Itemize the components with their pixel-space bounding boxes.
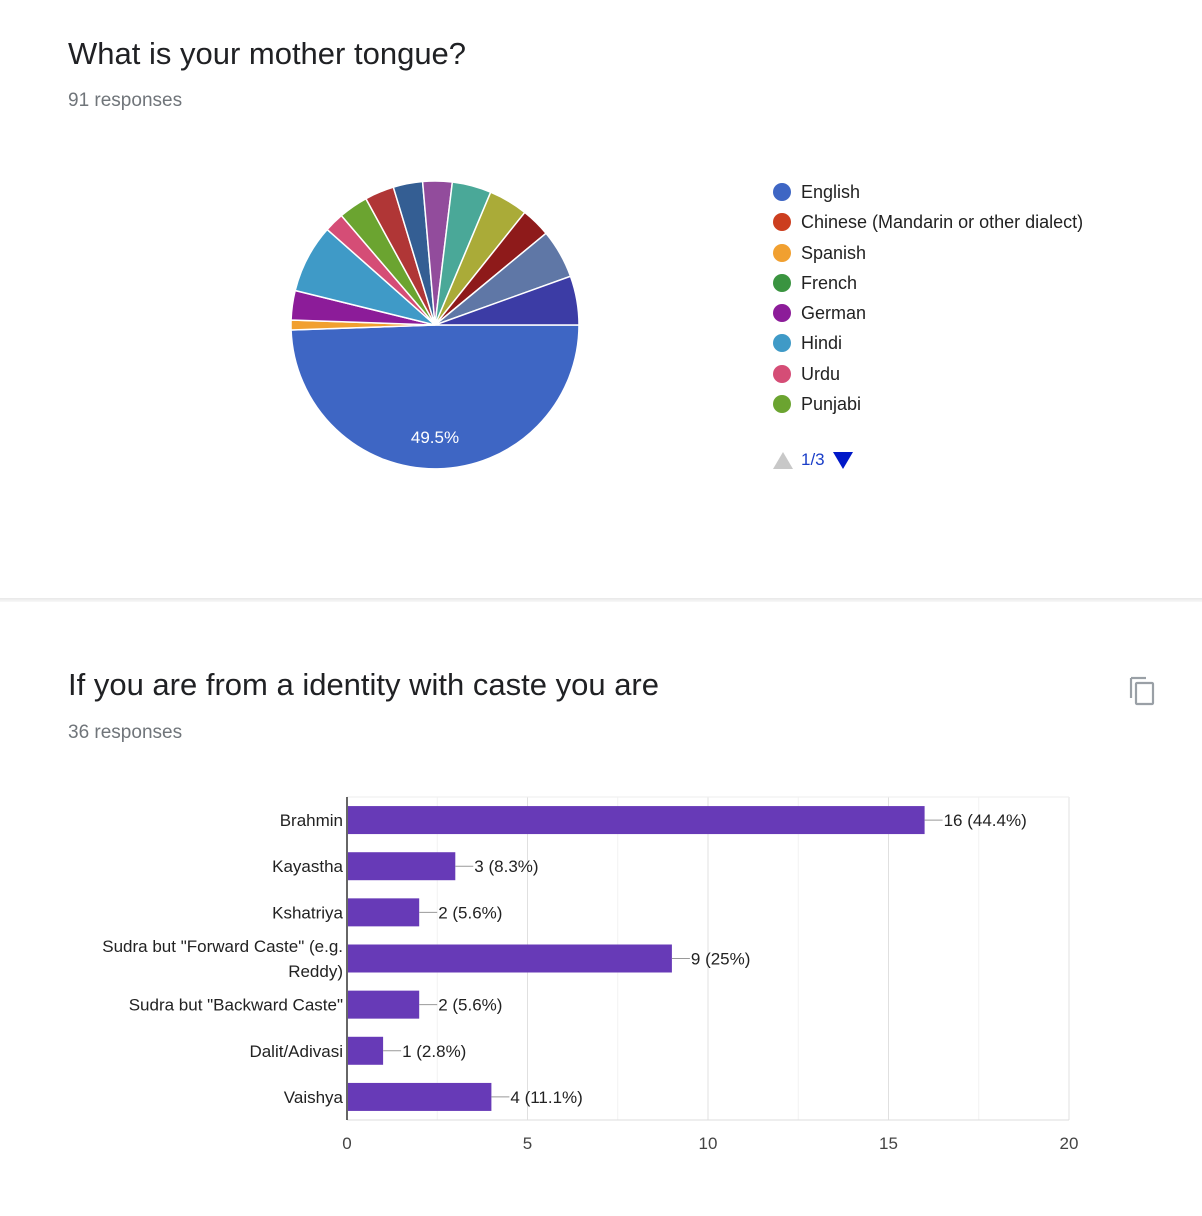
bar-5 [348, 1036, 384, 1065]
legend-item: French [773, 271, 857, 295]
bar-value-label: 16 (44.4%) [944, 811, 1027, 830]
bar-question-title: If you are from a identity with caste yo… [68, 667, 659, 702]
triangle-up-icon[interactable] [773, 451, 793, 469]
legend-swatch [773, 213, 791, 231]
bar-value-label: 1 (2.8%) [402, 1042, 466, 1061]
legend-label: Spanish [801, 242, 867, 263]
bar-3 [348, 944, 672, 973]
legend-item: Hindi [773, 331, 842, 355]
x-tick-label: 0 [342, 1134, 351, 1153]
legend-swatch [773, 365, 791, 383]
legend-label: Urdu [801, 363, 841, 384]
x-tick-label: 10 [699, 1134, 718, 1153]
legend-swatch [773, 244, 791, 262]
legend-pager: 1/3 [773, 450, 853, 470]
category-label: Dalit/Adivasi [249, 1042, 343, 1061]
legend-label: French [801, 272, 858, 293]
category-label: Brahmin [280, 811, 343, 830]
bar-value-label: 2 (5.6%) [438, 996, 502, 1015]
legend-item: Spanish [773, 241, 866, 265]
legend-label: English [801, 181, 861, 202]
legend-swatch [773, 183, 791, 201]
pie-chart: 49.5% [290, 180, 580, 470]
legend-item: Urdu [773, 362, 840, 386]
legend-label: Hindi [801, 332, 843, 353]
bar-question-responses: 36 responses [68, 722, 183, 743]
legend-item: English [773, 180, 860, 204]
legend-item: Punjabi [773, 392, 861, 416]
bar-1 [348, 852, 456, 881]
category-label: Sudra but "Forward Caste" (e.g. [102, 937, 343, 956]
bar-4 [348, 990, 420, 1019]
pie-question-title: What is your mother tongue? [68, 36, 467, 71]
bar-2 [348, 898, 420, 927]
legend-swatch [773, 395, 791, 413]
category-label: Kshatriya [272, 903, 343, 922]
bar-chart: 16 (44.4%) Brahmin 3 (8.3%) Kayastha 2 (5.6%… [102, 796, 1079, 1153]
legend-page-indicator: 1/3 [801, 450, 825, 469]
legend-swatch [773, 334, 791, 352]
legend-label: Chinese (Mandarin or other dialect) [801, 211, 1084, 232]
bar-value-label: 9 (25%) [691, 950, 751, 969]
category-label: Reddy) [288, 962, 343, 981]
legend-swatch [773, 274, 791, 292]
pie-question-responses: 91 responses [68, 90, 183, 111]
bar-0 [348, 806, 925, 835]
category-label: Vaishya [284, 1088, 344, 1107]
category-label: Sudra but "Backward Caste" [129, 996, 343, 1015]
pie-slice-label: 49.5% [411, 428, 459, 447]
pie-slice-13 [434, 275, 580, 326]
legend-label: Punjabi [801, 393, 862, 414]
legend-item: German [773, 301, 866, 325]
bar-value-label: 3 (8.3%) [474, 857, 538, 876]
legend-swatch [773, 304, 791, 322]
copy-icon[interactable] [1126, 674, 1158, 708]
bar-question-card: If you are from a identity with caste yo… [0, 602, 1202, 1216]
category-label: Kayastha [272, 857, 343, 876]
legend-label: German [801, 302, 867, 323]
pie-question-card: What is your mother tongue? 91 responses… [0, 0, 1202, 600]
x-tick-label: 20 [1060, 1134, 1079, 1153]
x-tick-label: 5 [523, 1134, 532, 1153]
bar-value-label: 4 (11.1%) [510, 1088, 582, 1107]
bar-value-label: 2 (5.6%) [438, 903, 502, 922]
card-divider [0, 598, 1202, 602]
x-tick-label: 15 [879, 1134, 898, 1153]
legend-item: Chinese (Mandarin or other dialect) [773, 210, 1083, 234]
pie-slice-english [290, 324, 580, 470]
bar-6 [348, 1082, 492, 1111]
triangle-down-icon[interactable] [832, 451, 853, 469]
